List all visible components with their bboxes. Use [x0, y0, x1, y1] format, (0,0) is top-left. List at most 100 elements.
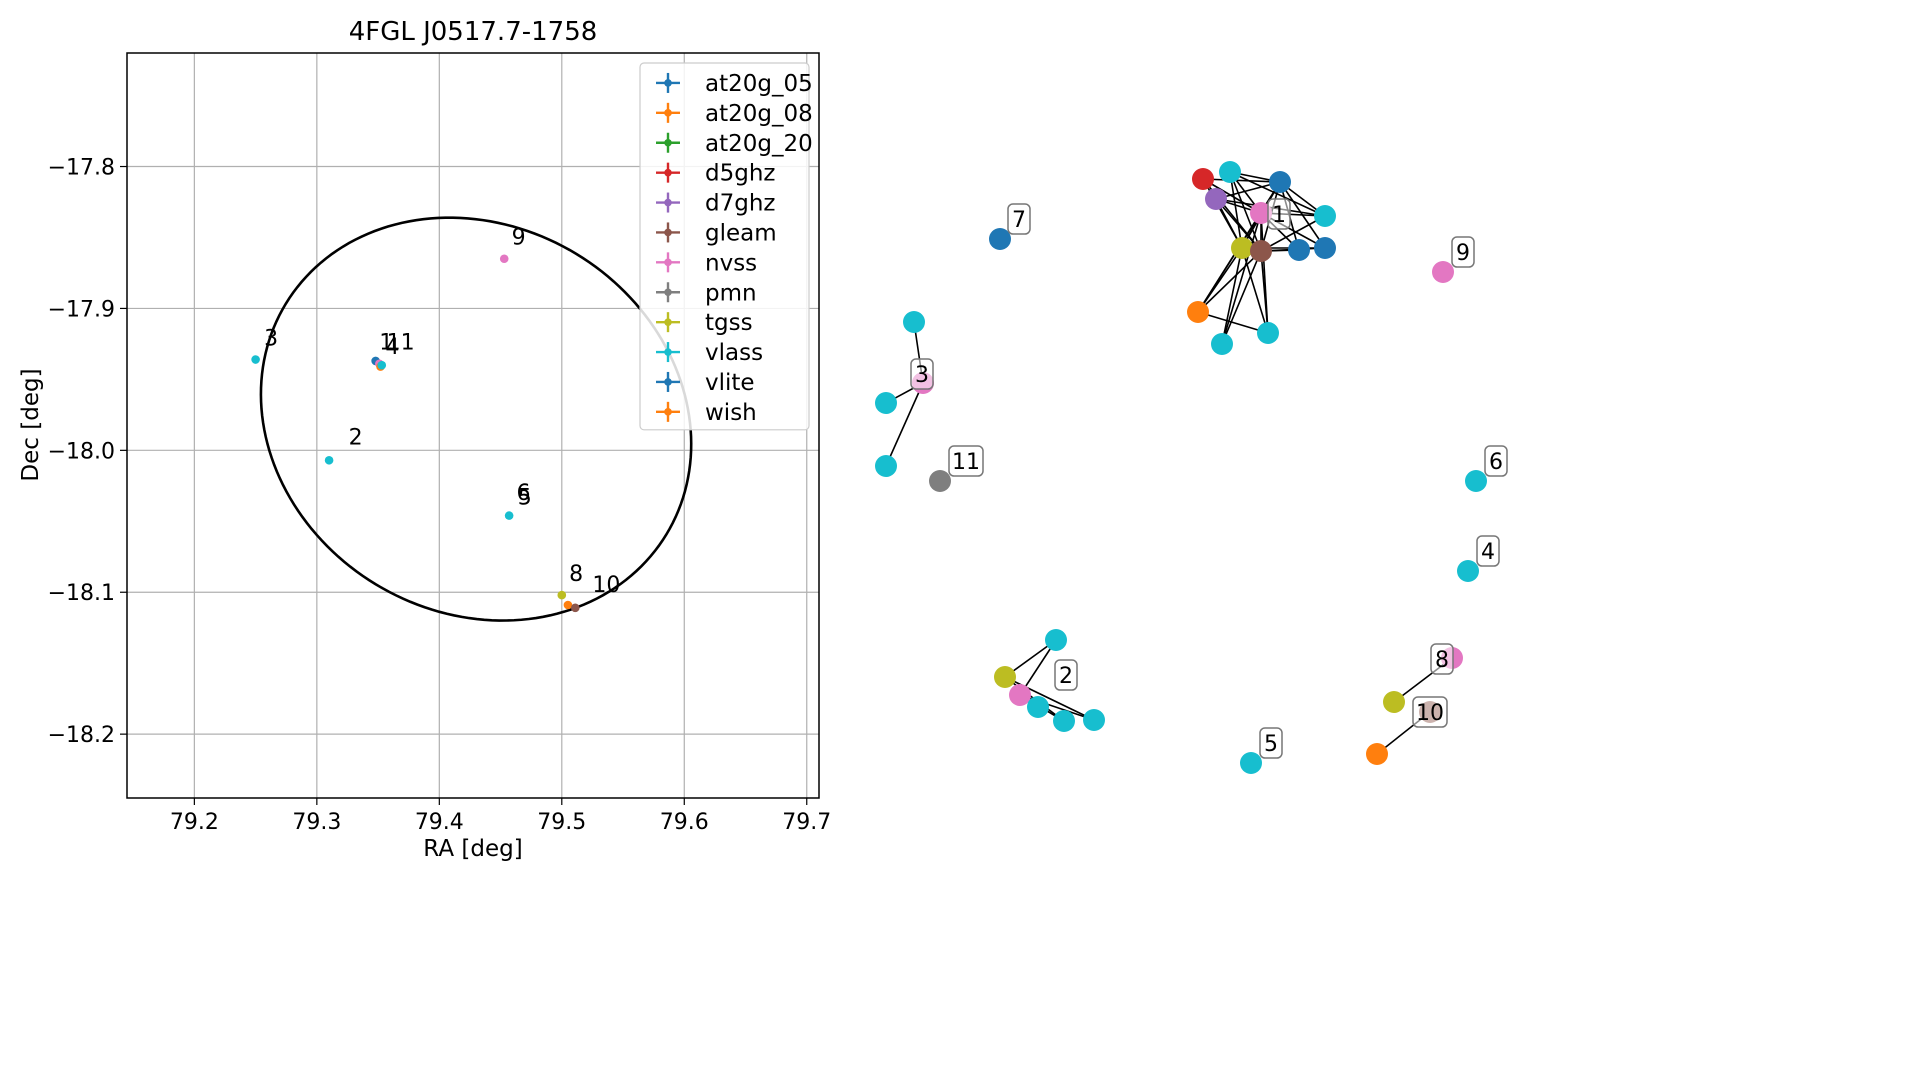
- node-label-frame: [1451, 236, 1475, 268]
- graph-node: [1257, 322, 1279, 344]
- graph-edge: [1241, 247, 1269, 334]
- node-label-frame: [1484, 445, 1508, 477]
- graph-edge: [1229, 171, 1243, 249]
- graph-edge: [1202, 178, 1281, 183]
- graph-node: [989, 228, 1011, 250]
- data-point: [499, 254, 509, 264]
- graph-edge: [1229, 171, 1262, 252]
- graph-node: [1432, 261, 1454, 283]
- legend-entry: tgss: [656, 310, 753, 336]
- legend: at20g_05 at20g_08 at20g_20 d5ghz d7ghz gleam n…: [639, 62, 813, 431]
- y-axis-label: Dec [deg]: [18, 368, 44, 481]
- legend-marker-dot: [664, 288, 672, 297]
- legend-marker-dot: [664, 79, 672, 87]
- graph-edge: [1197, 250, 1262, 313]
- graph-node: [1083, 709, 1105, 731]
- node-label-frame: [1267, 198, 1291, 230]
- graph-edge: [1221, 247, 1243, 345]
- point-label: 6: [516, 481, 530, 506]
- x-tick-label: 79.4: [415, 810, 464, 835]
- graph-node: [1045, 629, 1067, 651]
- node-label-text: 6: [1489, 450, 1503, 475]
- graph-node: [1269, 171, 1291, 193]
- legend-label: at20g_05: [705, 71, 813, 97]
- legend-entry: at20g_20: [656, 131, 813, 157]
- graph-edge: [1260, 215, 1326, 252]
- legend-entry: vlass: [656, 340, 763, 366]
- node-label-text: 8: [1435, 648, 1449, 673]
- point-label: 3: [264, 326, 278, 351]
- node-label-frame: [948, 445, 984, 477]
- graph-node: [1457, 560, 1479, 582]
- node-label-box: 5: [1259, 727, 1283, 759]
- node-label-box: 11: [948, 445, 984, 477]
- graph-node: [1231, 237, 1253, 259]
- graph-edge: [1202, 178, 1262, 214]
- graph-node: [1383, 691, 1405, 713]
- node-label-text: 10: [1416, 701, 1444, 726]
- graph-node: [875, 392, 897, 414]
- graph-node: [1219, 161, 1241, 183]
- legend-marker-dot: [664, 348, 672, 356]
- y-tick-label: −18.1: [48, 581, 115, 606]
- graph-node: [1053, 710, 1075, 732]
- graph-node: [929, 470, 951, 492]
- legend-label: wish: [705, 400, 757, 426]
- x-tick-label: 79.3: [292, 810, 341, 835]
- graph-node: [1250, 202, 1272, 224]
- node-label-frame: [1054, 659, 1078, 691]
- data-points: [251, 254, 580, 613]
- node-label-text: 11: [952, 450, 980, 475]
- graph-edge: [1260, 212, 1269, 334]
- node-label-frame: [1476, 535, 1500, 567]
- y-tick-label: −17.9: [48, 297, 115, 322]
- node-label-text: 3: [915, 363, 929, 388]
- data-point: [563, 600, 573, 610]
- legend-marker-dot: [664, 109, 672, 117]
- x-tick-label: 79.6: [660, 810, 709, 835]
- node-label-box: 8: [1430, 643, 1454, 675]
- graph-node: [875, 455, 897, 477]
- graph-node-labels: 7 1 9 3 11 6 4 2 8 10 5: [910, 198, 1508, 759]
- node-label-text: 5: [1264, 732, 1278, 757]
- data-point: [324, 455, 334, 465]
- legend-label: pmn: [705, 280, 757, 306]
- legend-label: tgss: [705, 310, 753, 336]
- graph-edge: [885, 382, 924, 467]
- node-label-box: 4: [1476, 535, 1500, 567]
- x-tick-label: 79.2: [170, 810, 219, 835]
- network-graph-panel: 7 1 9 3 11 6 4 2 8 10 5: [875, 161, 1508, 774]
- data-point: [570, 603, 580, 613]
- graph-nodes: [875, 161, 1487, 774]
- legend-entry: nvss: [656, 250, 757, 276]
- node-label-text: 1: [1272, 203, 1286, 228]
- chart-title: 4FGL J0517.7-1758: [349, 17, 598, 47]
- legend-entry: wish: [656, 400, 757, 426]
- legend-label: vlite: [705, 370, 755, 396]
- graph-node: [1314, 205, 1336, 227]
- graph-node: [1288, 239, 1310, 261]
- point-label: 5: [518, 485, 532, 510]
- legend-entry: d5ghz: [656, 161, 775, 187]
- legend-label: at20g_08: [705, 101, 813, 127]
- graph-node: [1192, 168, 1214, 190]
- legend-label: vlass: [705, 340, 763, 366]
- graph-node: [1250, 240, 1272, 262]
- graph-node: [994, 666, 1016, 688]
- node-label-box: 3: [910, 358, 934, 390]
- legend-marker-dot: [664, 258, 672, 267]
- graph-edge: [1221, 212, 1262, 345]
- point-label: 9: [512, 226, 526, 251]
- legend-entry: pmn: [656, 280, 757, 306]
- legend-entry: at20g_05: [656, 71, 813, 97]
- graph-node: [1465, 470, 1487, 492]
- data-point: [251, 355, 260, 364]
- node-label-text: 9: [1456, 241, 1470, 266]
- point-label: 10: [592, 573, 620, 598]
- graph-node: [1240, 752, 1262, 774]
- error-ellipse-path: [259, 216, 693, 622]
- axis-ticks: 79.2 79.3 79.4 79.5 79.6 79.7 −17.8 −17.9 −18.0 −…: [48, 156, 832, 835]
- node-label-frame: [910, 358, 934, 390]
